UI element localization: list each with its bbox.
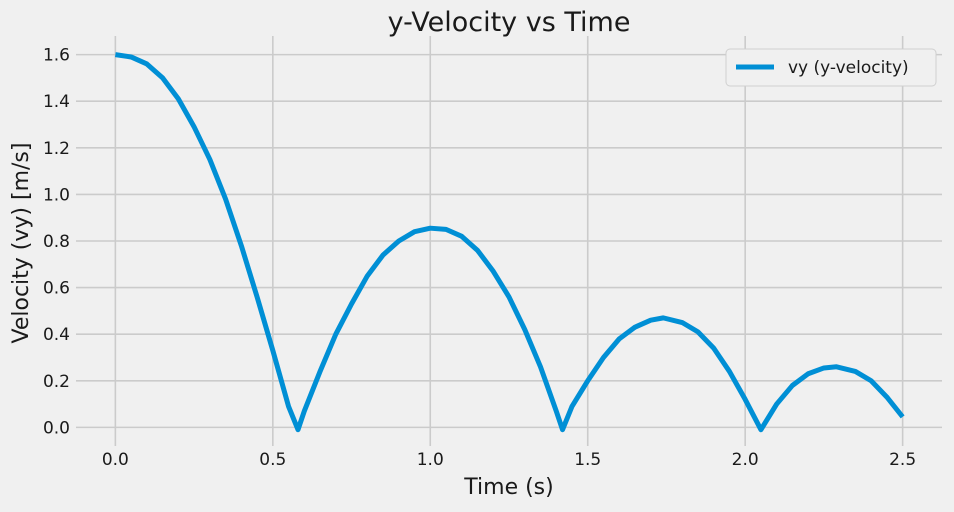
y-tick-label: 0.0 (43, 418, 70, 438)
chart-title: y-Velocity vs Time (388, 7, 631, 38)
y-tick-label: 1.2 (43, 139, 70, 159)
legend: vy (y-velocity) (725, 48, 937, 87)
legend-label: vy (y-velocity) (788, 58, 909, 78)
y-tick-label: 1.0 (43, 185, 70, 205)
x-axis-label: Time (s) (463, 475, 553, 500)
tick-labels: 0.0 0.5 1.0 1.5 2.0 2.5 0.0 0.2 0.4 0.6 0.8 1.0 1.2 1… (43, 46, 916, 470)
x-tick-label: 1.0 (417, 450, 444, 470)
series-layer (114, 52, 905, 433)
x-tick-label: 2.5 (889, 450, 916, 470)
x-tick-label: 1.5 (574, 450, 601, 470)
grid (76, 36, 942, 446)
y-axis-label: Velocity (vy) [m/s] (9, 143, 34, 344)
y-tick-label: 0.8 (43, 232, 70, 252)
y-tick-label: 0.6 (43, 279, 70, 299)
x-tick-label: 2.0 (732, 450, 759, 470)
y-tick-label: 0.2 (43, 372, 70, 392)
y-tick-label: 1.4 (43, 92, 70, 112)
legend-box (725, 48, 937, 87)
y-tick-label: 1.6 (43, 46, 70, 66)
x-tick-label: 0.0 (102, 450, 129, 470)
series-line-vy (114, 52, 905, 433)
y-tick-label: 0.4 (43, 325, 70, 345)
x-tick-label: 0.5 (259, 450, 286, 470)
